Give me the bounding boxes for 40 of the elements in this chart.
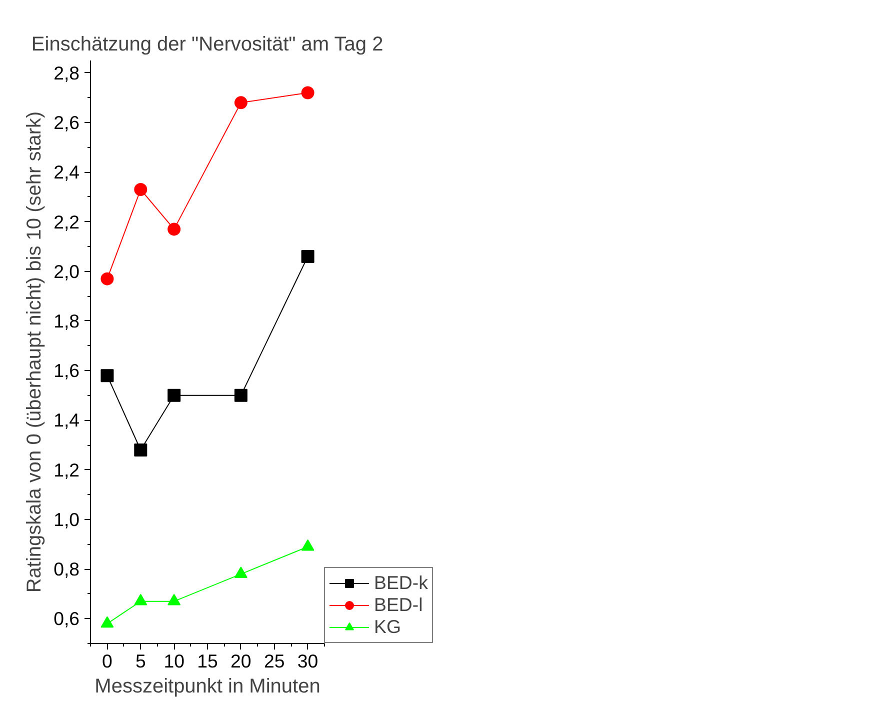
y-tick-label: 2,6 — [54, 112, 80, 134]
point — [168, 388, 181, 402]
point — [134, 183, 148, 196]
y-tick-label: 1,6 — [54, 360, 80, 382]
legend-label: KG — [374, 616, 401, 638]
y-tick-label: 1,0 — [54, 508, 80, 530]
point — [234, 388, 248, 402]
legend-label: BED-l — [374, 594, 423, 616]
point — [301, 250, 314, 263]
point — [301, 86, 314, 100]
x-tick-label: 0 — [102, 650, 112, 672]
y-tick-label: 1,2 — [54, 459, 80, 480]
point — [234, 566, 248, 578]
x-tick-label: 15 — [197, 650, 218, 672]
x-axis-title: Messzeitpunkt in Minuten — [94, 676, 320, 698]
x-tick-label: 10 — [164, 650, 184, 672]
point — [100, 272, 114, 286]
legend-label: BED-k — [374, 572, 428, 594]
x-tick-label: 30 — [297, 650, 318, 672]
point — [234, 96, 248, 110]
point — [301, 539, 314, 551]
y-tick-label: 1,8 — [54, 310, 80, 332]
y-tick-label: 2,0 — [54, 260, 80, 282]
point — [100, 616, 114, 628]
chart-title: Einschätzung der "Nervosität" am Tag 2 — [31, 34, 384, 56]
point — [100, 369, 114, 382]
point — [134, 443, 148, 456]
x-tick-label: 20 — [230, 650, 252, 672]
x-tick-label: 5 — [135, 650, 146, 672]
point — [168, 594, 181, 606]
x-tick-label: 25 — [264, 650, 285, 672]
y-tick-label: 2,4 — [54, 162, 80, 183]
y-axis-title: Ratingskala von 0 (überhaupt nicht) bis 10 (sehr stark) — [24, 111, 46, 593]
y-tick-label: 0,6 — [54, 608, 80, 630]
y-tick-label: 1,4 — [54, 410, 80, 431]
y-tick-label: 0,8 — [54, 558, 80, 580]
y-tick-label: 2,8 — [54, 62, 80, 84]
point — [168, 222, 181, 236]
point — [134, 594, 148, 606]
y-tick-label: 2,2 — [54, 211, 80, 232]
